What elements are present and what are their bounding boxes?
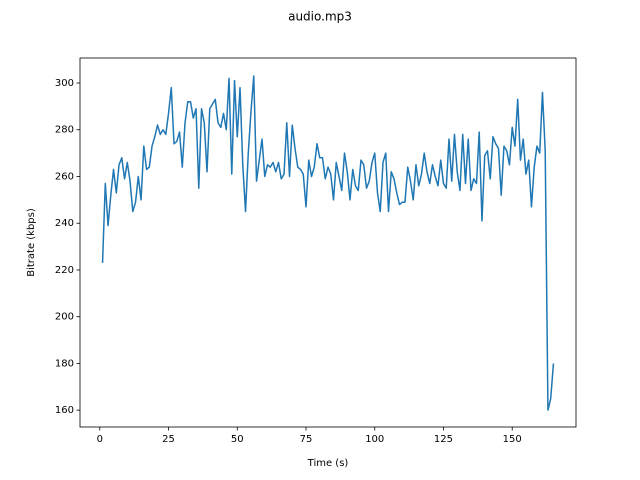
y-tick-label: 300	[55, 78, 74, 89]
plot-frame	[79, 57, 577, 428]
x-tick-label: 0	[97, 434, 103, 445]
y-tick-label: 200	[55, 312, 74, 323]
y-tick-label: 280	[55, 125, 74, 136]
y-tick-label: 240	[55, 218, 74, 229]
y-tick-label: 260	[55, 171, 74, 182]
x-tick-label: 50	[231, 434, 244, 445]
chart-title: audio.mp3	[288, 10, 352, 24]
data-line	[101, 75, 555, 411]
x-axis-label: Time (s)	[307, 458, 349, 469]
x-tick-label: 25	[162, 434, 175, 445]
y-tick-label: 160	[55, 405, 74, 416]
y-axis-label: Bitrate (kbps)	[26, 208, 37, 277]
x-tick-label: 100	[365, 434, 384, 445]
y-tick-label: 180	[55, 358, 74, 369]
x-tick-label: 125	[434, 434, 453, 445]
x-tick-label: 75	[300, 434, 313, 445]
x-tick-label: 150	[503, 434, 522, 445]
y-tick-label: 220	[55, 265, 74, 276]
